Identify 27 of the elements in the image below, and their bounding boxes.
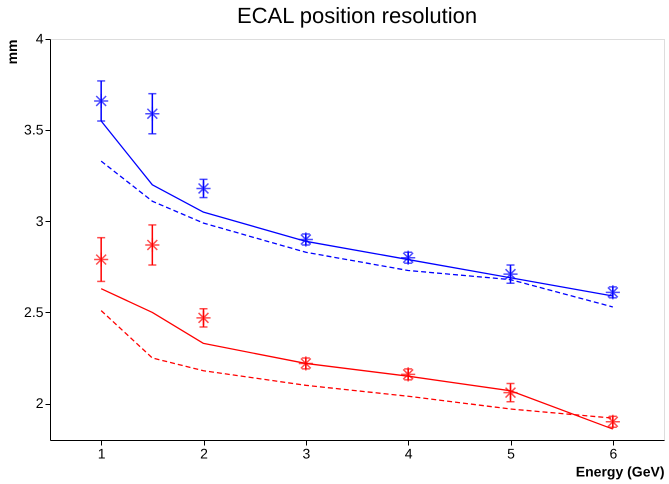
y-tick-label: 2.5 xyxy=(24,304,44,320)
y-tick-label: 3.5 xyxy=(24,122,44,138)
point xyxy=(196,310,212,326)
point xyxy=(502,384,518,400)
point xyxy=(93,252,109,268)
x-tick-label: 5 xyxy=(507,446,516,462)
point xyxy=(196,180,212,196)
point xyxy=(400,250,416,266)
point xyxy=(502,266,518,282)
point xyxy=(144,237,160,253)
x-tick-label: 3 xyxy=(302,446,310,462)
point xyxy=(144,106,160,122)
chart-title: ECAL position resolution xyxy=(236,3,478,28)
x-axis-title: Energy (GeV) xyxy=(576,464,664,480)
y-tick-label: 4 xyxy=(36,30,44,46)
x-tick-label: 1 xyxy=(98,446,106,462)
point xyxy=(93,93,109,109)
x-tick-label: 4 xyxy=(404,446,413,462)
y-tick-label: 3 xyxy=(36,212,44,229)
y-axis-title: mm xyxy=(4,40,20,64)
point xyxy=(298,232,314,248)
x-tick-label: 2 xyxy=(200,446,208,462)
point xyxy=(605,414,621,430)
y-tick-label: 2 xyxy=(36,395,44,412)
x-tick-label: 6 xyxy=(609,446,618,462)
point xyxy=(298,356,314,372)
point xyxy=(400,366,416,382)
